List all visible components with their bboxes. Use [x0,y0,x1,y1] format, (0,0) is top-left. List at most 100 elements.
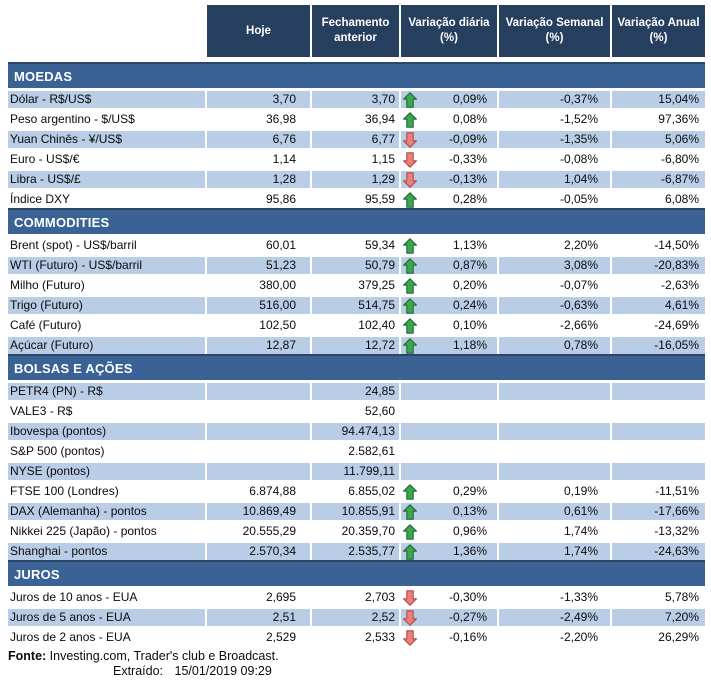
cell-label[interactable]: WTI (Futuro) - US$/barril [8,257,205,274]
cell-variacao-anual[interactable] [610,463,705,480]
cell-hoje[interactable]: 102,50 [205,317,310,334]
cell-fechamento-anterior[interactable]: 3,70 [310,91,399,108]
cell-variacao-diaria[interactable]: -0,27% [399,609,497,626]
cell-variacao-anual[interactable]: -20,83% [610,257,705,274]
cell-variacao-anual[interactable]: 4,61% [610,297,705,314]
cell-hoje[interactable]: 2,529 [205,629,310,646]
cell-label[interactable]: Ibovespa (pontos) [8,423,205,440]
cell-hoje[interactable]: 3,70 [205,91,310,108]
cell-fechamento-anterior[interactable]: 52,60 [310,403,399,420]
cell-variacao-semanal[interactable]: -1,35% [497,131,610,148]
cell-variacao-semanal[interactable]: -2,20% [497,629,610,646]
cell-fechamento-anterior[interactable]: 2,703 [310,589,399,606]
cell-variacao-semanal[interactable]: 0,61% [497,503,610,520]
cell-hoje[interactable]: 12,87 [205,337,310,354]
cell-variacao-semanal[interactable] [497,383,610,400]
cell-label[interactable]: Juros de 5 anos - EUA [8,609,205,626]
cell-label[interactable]: Nikkei 225 (Japão) - pontos [8,523,205,540]
cell-label[interactable]: Açúcar (Futuro) [8,337,205,354]
cell-variacao-diaria[interactable]: 0,87% [399,257,497,274]
cell-variacao-anual[interactable]: 5,78% [610,589,705,606]
cell-variacao-semanal[interactable]: -2,66% [497,317,610,334]
cell-variacao-anual[interactable]: -2,63% [610,277,705,294]
cell-variacao-anual[interactable]: -17,66% [610,503,705,520]
cell-label[interactable]: Shanghai - pontos [8,543,205,560]
cell-label[interactable]: S&P 500 (pontos) [8,443,205,460]
cell-fechamento-anterior[interactable]: 59,34 [310,237,399,254]
cell-variacao-diaria[interactable]: 1,18% [399,337,497,354]
section-header-juros[interactable]: JUROS [8,560,705,586]
cell-label[interactable]: Trigo (Futuro) [8,297,205,314]
cell-variacao-semanal[interactable]: 0,78% [497,337,610,354]
cell-variacao-semanal[interactable] [497,443,610,460]
cell-variacao-semanal[interactable] [497,463,610,480]
cell-variacao-semanal[interactable]: -1,33% [497,589,610,606]
cell-hoje[interactable]: 95,86 [205,191,310,208]
cell-variacao-anual[interactable]: 97,36% [610,111,705,128]
cell-fechamento-anterior[interactable]: 379,25 [310,277,399,294]
cell-variacao-diaria[interactable] [399,423,497,440]
cell-fechamento-anterior[interactable]: 36,94 [310,111,399,128]
cell-label[interactable]: Peso argentino - $/US$ [8,111,205,128]
column-header-variacao-anual[interactable]: Variação Anual (%) [610,5,705,57]
cell-label[interactable]: Brent (spot) - US$/barril [8,237,205,254]
cell-fechamento-anterior[interactable]: 514,75 [310,297,399,314]
cell-variacao-anual[interactable] [610,423,705,440]
cell-label[interactable]: VALE3 - R$ [8,403,205,420]
cell-variacao-semanal[interactable]: 3,08% [497,257,610,274]
cell-hoje[interactable]: 516,00 [205,297,310,314]
cell-label[interactable]: DAX (Alemanha) - pontos [8,503,205,520]
cell-variacao-diaria[interactable]: 0,28% [399,191,497,208]
cell-fechamento-anterior[interactable]: 50,79 [310,257,399,274]
cell-fechamento-anterior[interactable]: 2.535,77 [310,543,399,560]
cell-variacao-anual[interactable]: 6,08% [610,191,705,208]
cell-fechamento-anterior[interactable]: 6.855,02 [310,483,399,500]
cell-label[interactable]: FTSE 100 (Londres) [8,483,205,500]
cell-variacao-semanal[interactable]: -0,37% [497,91,610,108]
section-header-bolsas-e-acoes[interactable]: BOLSAS E AÇÕES [8,354,705,380]
cell-fechamento-anterior[interactable]: 2.582,61 [310,443,399,460]
cell-hoje[interactable]: 6.874,88 [205,483,310,500]
cell-variacao-anual[interactable]: 26,29% [610,629,705,646]
cell-hoje[interactable] [205,443,310,460]
cell-label[interactable]: Dólar - R$/US$ [8,91,205,108]
cell-variacao-diaria[interactable]: 1,36% [399,543,497,560]
cell-fechamento-anterior[interactable]: 11.799,11 [310,463,399,480]
cell-variacao-semanal[interactable]: -1,52% [497,111,610,128]
cell-variacao-diaria[interactable] [399,443,497,460]
cell-hoje[interactable]: 36,98 [205,111,310,128]
cell-variacao-semanal[interactable]: 2,20% [497,237,610,254]
cell-hoje[interactable]: 2.570,34 [205,543,310,560]
cell-variacao-semanal[interactable]: -0,05% [497,191,610,208]
cell-variacao-semanal[interactable] [497,423,610,440]
cell-variacao-diaria[interactable] [399,383,497,400]
cell-variacao-semanal[interactable] [497,403,610,420]
cell-variacao-diaria[interactable]: 0,10% [399,317,497,334]
cell-variacao-anual[interactable]: -13,32% [610,523,705,540]
cell-fechamento-anterior[interactable]: 12,72 [310,337,399,354]
column-header-variacao-semanal[interactable]: Variação Semanal (%) [497,5,610,57]
cell-fechamento-anterior[interactable]: 94.474,13 [310,423,399,440]
cell-hoje[interactable]: 51,23 [205,257,310,274]
cell-variacao-diaria[interactable]: 1,13% [399,237,497,254]
cell-variacao-anual[interactable]: -16,05% [610,337,705,354]
cell-fechamento-anterior[interactable]: 102,40 [310,317,399,334]
cell-variacao-diaria[interactable]: 0,20% [399,277,497,294]
cell-hoje[interactable] [205,463,310,480]
cell-hoje[interactable]: 2,51 [205,609,310,626]
cell-hoje[interactable] [205,423,310,440]
cell-variacao-diaria[interactable]: 0,13% [399,503,497,520]
cell-hoje[interactable]: 1,14 [205,151,310,168]
cell-variacao-anual[interactable] [610,383,705,400]
cell-variacao-anual[interactable]: -14,50% [610,237,705,254]
cell-hoje[interactable]: 10.869,49 [205,503,310,520]
cell-hoje[interactable] [205,403,310,420]
cell-variacao-anual[interactable] [610,443,705,460]
cell-variacao-diaria[interactable]: 0,96% [399,523,497,540]
cell-variacao-anual[interactable]: -6,87% [610,171,705,188]
cell-variacao-diaria[interactable]: -0,13% [399,171,497,188]
cell-variacao-diaria[interactable]: 0,24% [399,297,497,314]
cell-hoje[interactable]: 1,28 [205,171,310,188]
cell-variacao-semanal[interactable]: 1,74% [497,543,610,560]
cell-variacao-anual[interactable]: -24,63% [610,543,705,560]
